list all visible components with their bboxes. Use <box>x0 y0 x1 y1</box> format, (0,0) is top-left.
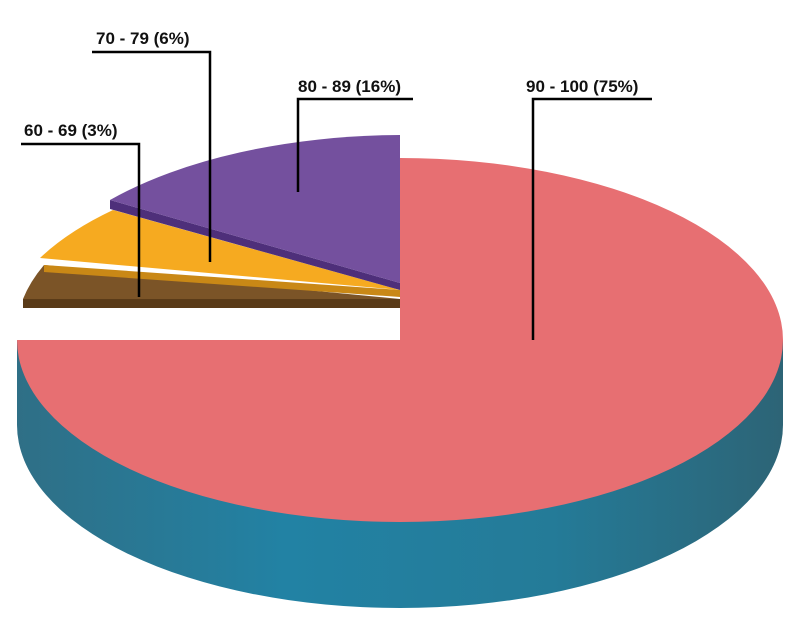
leader-line-80-89 <box>296 97 413 192</box>
leader-line-60-69 <box>21 142 141 297</box>
slice-70-79 <box>40 210 400 290</box>
slice-label-60-69: 60 - 69 (3%) <box>24 121 118 140</box>
slice-label-70-79: 70 - 79 (6%) <box>96 29 190 48</box>
slice-side-60-69 <box>23 299 400 308</box>
slice-side-70-79 <box>44 265 400 297</box>
leader-line-70-79 <box>92 50 212 262</box>
slice-side-80-89 <box>110 200 400 290</box>
slice-label-90-100: 90 - 100 (75%) <box>526 77 638 96</box>
slice-80-89 <box>110 135 400 283</box>
leader-line-90-100 <box>531 97 652 340</box>
slice-label-80-89: 80 - 89 (16%) <box>298 77 401 96</box>
slice-90-100 <box>17 158 783 522</box>
